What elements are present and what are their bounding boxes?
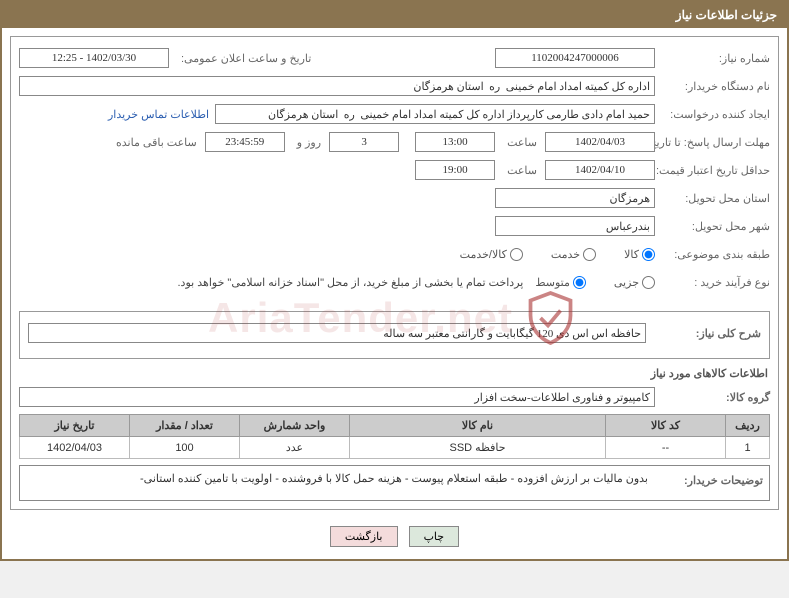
buyer-org-label: نام دستگاه خریدار: [655,80,770,93]
radio-medium-label[interactable]: متوسط [535,276,586,289]
time-label-1: ساعت [503,136,537,149]
requester-field [215,104,655,124]
row-classification: طبقه بندی موضوعی: کالا خدمت کالا/خدمت [19,243,770,265]
goods-table: ردیف کد کالا نام کالا واحد شمارش تعداد /… [19,414,770,459]
announce-datetime-field [19,48,169,68]
button-bar: چاپ بازگشت [10,516,779,551]
deadline-time-field [415,132,495,152]
window-title: جزئیات اطلاعات نیاز [676,8,777,22]
remaining-time-field [205,132,285,152]
th-code: کد کالا [606,415,726,437]
desc-fieldset: شرح کلی نیاز: [19,311,770,359]
days-field [329,132,399,152]
row-requester: ایجاد کننده درخواست: اطلاعات تماس خریدار [19,103,770,125]
row-need-number: شماره نیاز: تاریخ و ساعت اعلان عمومی: [19,47,770,69]
time-label-2: ساعت [503,164,537,177]
cell-qty: 100 [130,437,240,459]
overall-desc-field [28,323,646,343]
overall-desc-label: شرح کلی نیاز: [646,327,761,340]
radio-khadamat-label[interactable]: خدمت [551,248,596,261]
buyer-org-field [19,76,655,96]
buyer-contact-link[interactable]: اطلاعات تماس خریدار [108,108,209,121]
buyer-notes-text: بدون مالیات بر ارزش افزوده - طبقه استعلا… [26,472,648,494]
table-row: 1--حافظه SSDعدد1001402/04/03 [20,437,770,459]
city-label: شهر محل تحویل: [655,220,770,233]
payment-note: پرداخت تمام یا بخشی از مبلغ خرید، از محل… [178,276,524,289]
province-field [495,188,655,208]
cell-code: -- [606,437,726,459]
deadline-date-field [545,132,655,152]
row-city: شهر محل تحویل: [19,215,770,237]
announce-label: تاریخ و ساعت اعلان عمومی: [177,52,311,65]
row-deadline: مهلت ارسال پاسخ: تا تاریخ: ساعت روز و سا… [19,131,770,153]
radio-both[interactable] [510,248,523,261]
th-row: ردیف [726,415,770,437]
th-name: نام کالا [350,415,606,437]
back-button[interactable]: بازگشت [330,526,398,547]
row-province: استان محل تحویل: [19,187,770,209]
radio-kala[interactable] [642,248,655,261]
th-date: تاریخ نیاز [20,415,130,437]
need-details-window: جزئیات اطلاعات نیاز AriaTender.net شماره… [0,0,789,561]
validity-label: حداقل تاریخ اعتبار قیمت: تا تاریخ: [655,164,770,177]
cell-name: حافظه SSD [350,437,606,459]
days-and-label: روز و [293,136,321,149]
goods-group-label: گروه کالا: [655,391,770,404]
validity-date-field [545,160,655,180]
th-qty: تعداد / مقدار [130,415,240,437]
radio-kala-label[interactable]: کالا [624,248,655,261]
deadline-label: مهلت ارسال پاسخ: تا تاریخ: [655,136,770,149]
validity-time-field [415,160,495,180]
window-titlebar: جزئیات اطلاعات نیاز [2,2,787,28]
goods-group-field [19,387,655,407]
radio-small[interactable] [642,276,655,289]
city-field [495,216,655,236]
process-type-label: نوع فرآیند خرید : [655,276,770,289]
need-number-label: شماره نیاز: [655,52,770,65]
table-header-row: ردیف کد کالا نام کالا واحد شمارش تعداد /… [20,415,770,437]
goods-info-title: اطلاعات کالاهای مورد نیاز [19,367,768,380]
row-buyer-org: نام دستگاه خریدار: [19,75,770,97]
remaining-label: ساعت باقی مانده [112,136,197,149]
main-fieldset: شماره نیاز: تاریخ و ساعت اعلان عمومی: نا… [10,36,779,510]
row-process-type: نوع فرآیند خرید : جزیی متوسط پرداخت تمام… [19,271,770,293]
content-area: AriaTender.net شماره نیاز: تاریخ و ساعت … [2,28,787,559]
cell-date: 1402/04/03 [20,437,130,459]
requester-label: ایجاد کننده درخواست: [655,108,770,121]
buyer-notes-box: توضیحات خریدار: بدون مالیات بر ارزش افزو… [19,465,770,501]
radio-both-label[interactable]: کالا/خدمت [460,248,523,261]
cell-row: 1 [726,437,770,459]
classification-radios: کالا خدمت کالا/خدمت [460,248,655,261]
need-number-field [495,48,655,68]
radio-small-label[interactable]: جزیی [614,276,655,289]
process-radios: جزیی متوسط [535,276,655,289]
row-validity: حداقل تاریخ اعتبار قیمت: تا تاریخ: ساعت [19,159,770,181]
buyer-notes-label: توضیحات خریدار: [648,472,763,494]
radio-khadamat[interactable] [583,248,596,261]
print-button[interactable]: چاپ [409,526,460,547]
row-overall-desc: شرح کلی نیاز: [28,322,761,344]
classification-label: طبقه بندی موضوعی: [655,248,770,261]
radio-medium[interactable] [573,276,586,289]
province-label: استان محل تحویل: [655,192,770,205]
row-goods-group: گروه کالا: [19,386,770,408]
th-unit: واحد شمارش [240,415,350,437]
cell-unit: عدد [240,437,350,459]
